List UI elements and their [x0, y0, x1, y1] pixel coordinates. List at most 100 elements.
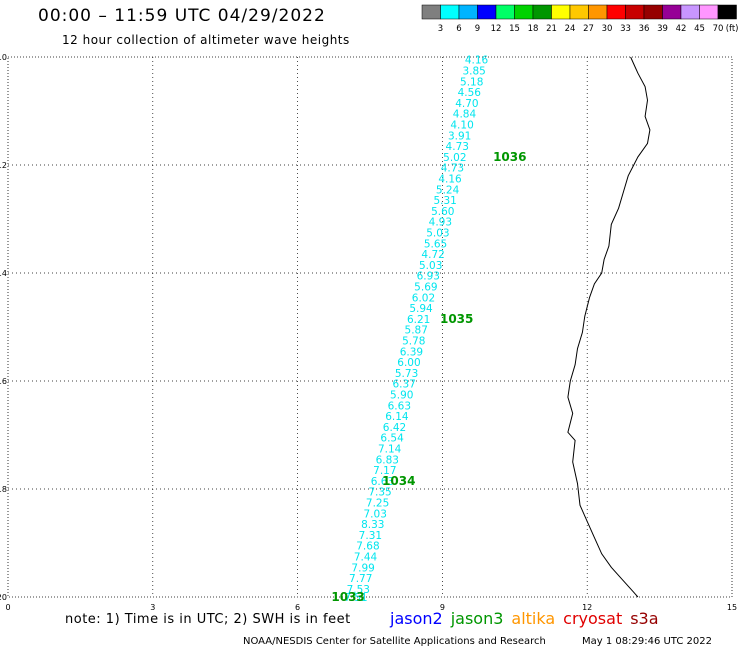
footer-note: note: 1) Time is in UTC; 2) SWH is in fe… — [65, 612, 351, 627]
scale-unit: (ft) — [726, 24, 739, 34]
wave-height-label: 5.02 — [443, 152, 466, 164]
wave-height-label: 5.31 — [433, 195, 456, 207]
wave-height-label: 4.73 — [446, 141, 469, 153]
scale-tick-label: 30 — [602, 24, 613, 34]
wave-height-label: 6.39 — [400, 346, 423, 358]
scale-tick-label: 15 — [509, 24, 520, 34]
wave-height-label: 5.03 — [419, 260, 442, 272]
wave-height-label: 5.69 — [414, 282, 437, 294]
y-tick-label: -20 — [0, 593, 7, 602]
wave-height-label: 4.72 — [421, 249, 444, 261]
satellite-legend-jason2: jason2 — [390, 609, 443, 628]
wave-height-label: 7.03 — [364, 508, 387, 520]
chart-subtitle: 12 hour collection of altimeter wave hei… — [62, 33, 350, 47]
coastline — [567, 56, 651, 598]
wave-height-label: 5.73 — [395, 368, 418, 380]
wave-height-label: 3.91 — [448, 130, 471, 142]
pass-time-label: 1034 — [382, 474, 415, 488]
scale-tick-label: 36 — [639, 24, 650, 34]
wave-height-label: 7.35 — [368, 487, 391, 499]
wave-height-label: 5.87 — [405, 325, 428, 337]
wave-height-label: 6.37 — [392, 379, 415, 391]
satellite-legend-cryosat: cryosat — [563, 609, 623, 628]
x-tick-label: 9 — [440, 603, 445, 612]
scale-tick-label: 3 — [438, 24, 443, 34]
pass-time-label: 1033 — [331, 590, 364, 604]
wave-height-label: 7.68 — [356, 541, 379, 553]
x-tick-label: 15 — [727, 603, 737, 612]
satellite-legend: jason2 jason3 altika cryosat s3a — [390, 609, 667, 628]
wave-height-label: 7.77 — [349, 573, 372, 585]
satellite-legend-altika: altika — [511, 609, 556, 628]
y-tick-label: -16 — [0, 377, 7, 386]
x-tick-label: 0 — [5, 603, 10, 612]
footer-timestamp: May 1 08:29:46 UTC 2022 — [582, 636, 712, 647]
scale-tick-label: 12 — [491, 24, 502, 34]
scale-tick-label: 42 — [676, 24, 687, 34]
scale-swatch — [717, 4, 737, 20]
scale-tick-label: 39 — [657, 24, 668, 34]
wave-height-label: 3.85 — [462, 66, 485, 78]
wave-height-label: 7.99 — [351, 562, 374, 574]
wave-height-label: 4.10 — [450, 120, 473, 132]
wave-height-label: 4.16 — [465, 55, 489, 67]
wave-height-label: 4.56 — [458, 87, 482, 99]
y-tick-label: -12 — [0, 161, 7, 170]
x-tick-label: 12 — [582, 603, 592, 612]
y-tick-label: -10 — [0, 53, 7, 62]
wave-height-label: 7.51 — [344, 592, 367, 604]
wave-height-label: 4.16 — [438, 174, 462, 186]
wave-height-label: 4.70 — [455, 98, 478, 110]
wave-height-label: 6.93 — [417, 271, 440, 283]
footer-credit: NOAA/NESDIS Center for Satellite Applica… — [243, 636, 546, 647]
wave-height-label: 6.02 — [412, 292, 435, 304]
scale-tick-label: 6 — [456, 24, 461, 34]
wave-height-label: 7.31 — [359, 530, 382, 542]
pass-time-label: 1035 — [440, 312, 473, 326]
wave-height-label: 5.24 — [436, 184, 460, 196]
satellite-legend-s3a: s3a — [630, 609, 659, 628]
wave-height-label: 7.25 — [366, 498, 389, 510]
scale-tick-label: 21 — [546, 24, 557, 34]
wave-height-label: 7.44 — [354, 552, 378, 564]
wave-height-label: 4.93 — [429, 217, 452, 229]
wave-height-label: 6.14 — [385, 411, 409, 423]
chart-title: 00:00 – 11:59 UTC 04/29/2022 — [38, 6, 326, 26]
y-tick-label: -14 — [0, 269, 7, 278]
x-tick-label: 6 — [295, 603, 300, 612]
wave-height-label: 8.33 — [361, 519, 384, 531]
wave-height-label: 6.21 — [407, 314, 430, 326]
wave-height-label: 6.63 — [371, 476, 394, 488]
scale-tick-label: 33 — [620, 24, 631, 34]
wave-height-label: 5.65 — [424, 238, 447, 250]
wave-height-label: 6.54 — [380, 433, 404, 445]
wave-height-label: 5.94 — [409, 303, 433, 315]
scale-tick-label: 27 — [583, 24, 594, 34]
wave-height-label: 6.42 — [383, 422, 406, 434]
wave-height-label: 6.83 — [376, 454, 399, 466]
pass-time-label: 1036 — [493, 150, 526, 164]
y-tick-label: -18 — [0, 485, 7, 494]
color-scale: 3 6 9 12 15 18 21 24 27 30 33 36 39 42 45 70 (ft) — [421, 4, 739, 34]
wave-height-label: 4.73 — [441, 163, 464, 175]
wave-height-label: 4.84 — [453, 109, 477, 121]
wave-height-label: 6.63 — [388, 400, 411, 412]
scale-tick-label: 9 — [475, 24, 480, 34]
wave-height-label: 5.90 — [390, 390, 413, 402]
wave-height-label: 5.60 — [431, 206, 454, 218]
wave-height-label: 7.53 — [347, 584, 370, 596]
wave-height-label: 6.00 — [397, 357, 420, 369]
satellite-legend-jason3: jason3 — [450, 609, 504, 628]
x-tick-label: 3 — [150, 603, 155, 612]
wave-height-label: 5.78 — [402, 336, 425, 348]
scale-tick-label: 45 — [694, 24, 705, 34]
scale-tick-label: 24 — [565, 24, 576, 34]
wave-height-label: 5.03 — [426, 228, 449, 240]
wave-height-label: 7.14 — [378, 444, 402, 456]
scale-tick-label: 70 — [713, 24, 724, 34]
plot-frame — [7, 56, 733, 598]
scale-tick-label: 18 — [528, 24, 539, 34]
wave-height-label: 7.17 — [373, 465, 396, 477]
wave-height-label: 5.18 — [460, 76, 483, 88]
